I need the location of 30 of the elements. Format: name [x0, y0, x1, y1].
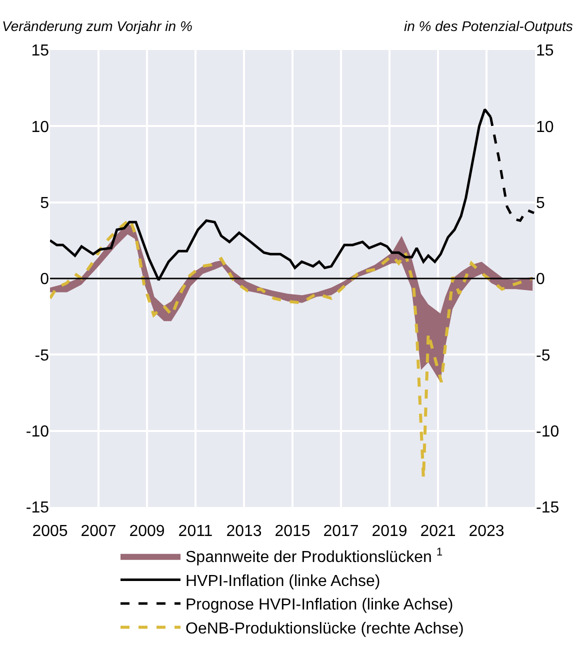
y-tick-label: -5: [34, 347, 50, 364]
x-tick-label: 2017: [323, 523, 359, 540]
y-tick-label: -10: [26, 423, 50, 440]
x-tick-label: 2009: [129, 523, 165, 540]
y-tick-label: -15: [26, 500, 50, 517]
legend-label: HVPI-Inflation (linke Achse): [186, 572, 380, 590]
legend-label: Prognose HVPI-Inflation (linke Achse): [186, 596, 454, 614]
x-tick-label: 2023: [468, 523, 504, 540]
y-tick-label: 15: [31, 42, 50, 60]
x-tick-label: 2015: [274, 523, 310, 540]
x-tick-label: 2013: [226, 523, 262, 540]
y2-tick-label: 0: [536, 271, 545, 288]
x-tick-label: 2021: [420, 523, 456, 540]
x-tick-label: 2011: [178, 523, 213, 540]
y2-tick-label: -5: [536, 347, 550, 364]
y-tick-label: 5: [40, 194, 50, 212]
x-tick-label: 2007: [80, 523, 116, 540]
x-tick-label: 2005: [32, 523, 68, 540]
legend-label: Spannweite der Produktionslücken $^{1}$: [186, 546, 443, 566]
y2-tick-label: -15: [536, 500, 560, 517]
x-tick-label: 2019: [372, 523, 408, 540]
y2-tick-label: -10: [536, 423, 560, 440]
y-tick-label: 0: [40, 271, 50, 288]
legend-label: OeNB-Produktionslücke (rechte Achse): [186, 620, 464, 638]
y-axis-title: Veränderung zum Vorjahr in %: [2, 18, 192, 34]
y2-tick-label: 10: [536, 118, 554, 136]
y2-axis-title: in % des Potenzial-Outputs: [404, 18, 573, 34]
y-tick-label: 10: [31, 118, 50, 136]
y2-tick-label: 15: [536, 42, 554, 60]
y2-tick-label: 5: [536, 194, 545, 212]
